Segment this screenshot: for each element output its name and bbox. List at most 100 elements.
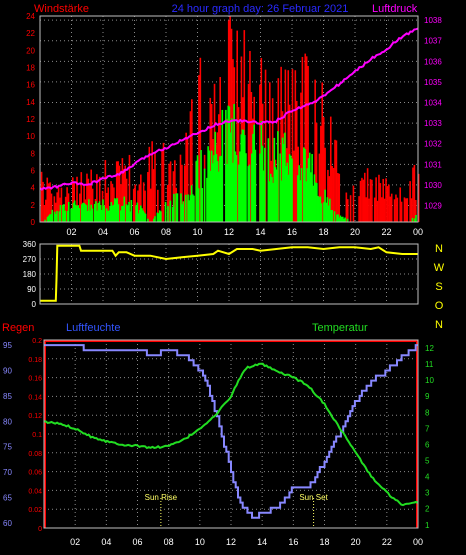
wind-avg-bar — [281, 137, 284, 222]
wind-avg-bar — [337, 214, 339, 222]
wind-avg-bar — [272, 182, 274, 222]
wind-avg-bar — [207, 146, 209, 222]
wind-gust-bar — [315, 122, 318, 222]
wind-gust-bar — [86, 173, 88, 222]
wind-gust-bar — [152, 169, 155, 222]
wind-gust-bar — [417, 173, 420, 222]
wind-gust-bar — [376, 200, 379, 222]
wind-avg-bar — [248, 164, 251, 222]
wind-avg-bar — [214, 131, 217, 222]
wind-avg-bar — [56, 210, 58, 222]
wind-avg-bar — [316, 183, 318, 222]
temperature-line — [43, 362, 419, 507]
wind-avg-bar — [173, 193, 175, 222]
wind-avg-bar — [330, 210, 332, 222]
rain-tick-label: 0.08 — [28, 451, 42, 458]
wind-tick-label: 18 — [26, 64, 35, 73]
wind-avg-bar — [78, 208, 81, 222]
wind-gust-bar — [331, 166, 333, 222]
wind-avg-bar — [117, 204, 120, 222]
temperature-tick-label: 11 — [425, 360, 434, 369]
wind-avg-bar — [203, 168, 206, 222]
pressure-tick-label: 1029 — [424, 202, 442, 211]
wind-gust-bar — [352, 185, 355, 222]
rain-tick-label: 0.2 — [32, 338, 42, 345]
wind-avg-bar — [307, 158, 310, 222]
direction-letter: N — [435, 319, 443, 331]
wind-gust-bar — [80, 172, 83, 222]
wind-gust-bar — [413, 164, 416, 222]
wind-avg-bar — [305, 181, 307, 222]
wind-gust-bar — [168, 163, 170, 222]
wind-gust-bar — [388, 184, 390, 222]
wind-avg-bar — [241, 129, 244, 222]
direction-tick-label: 360 — [23, 240, 37, 249]
wind-gust-bar — [365, 197, 367, 222]
wind-gust-bar — [375, 177, 377, 222]
wind-avg-bar — [188, 200, 191, 222]
x-tick-label: 08 — [164, 537, 174, 547]
wind-avg-bar — [128, 201, 130, 222]
pressure-tick-label: 1038 — [424, 16, 442, 25]
wind-gust-bar — [327, 169, 329, 222]
wind-avg-bar — [193, 195, 195, 222]
wind-gust-bar — [314, 79, 316, 222]
wind-gust-bar — [79, 193, 81, 222]
temperature-tick-label: 8 — [425, 408, 430, 417]
wind-tick-label: 22 — [26, 29, 35, 38]
wind-avg-bar — [343, 218, 345, 222]
wind-avg-bar — [318, 197, 320, 222]
wind-gust-bar — [117, 161, 119, 222]
wind-gust-bar — [219, 77, 221, 222]
wind-avg-bar — [240, 134, 243, 222]
wind-gust-bar — [346, 199, 349, 222]
wind-gust-bar — [332, 168, 335, 222]
wind-avg-bar — [200, 150, 202, 222]
wind-avg-bar — [101, 209, 103, 222]
wind-avg-bar — [233, 103, 235, 222]
wind-avg-bar — [135, 205, 137, 222]
wind-avg-bar — [71, 208, 74, 222]
x-tick-label: 22 — [381, 227, 391, 237]
wind-gust-bar — [56, 192, 58, 222]
wind-gust-bar — [111, 183, 114, 222]
wind-gust-bar — [291, 69, 294, 222]
wind-gust-bar — [134, 184, 136, 222]
wind-avg-bar — [228, 106, 231, 222]
wind-avg-bar — [47, 215, 50, 222]
rain-humidity-temperature-panel: 02 04 06 08 10 12 14 16 18 20 22 0000.020.040.060.0… — [3, 338, 434, 547]
wind-avg-bar — [303, 147, 305, 222]
wind-avg-bar — [103, 205, 105, 222]
wind-gust-bar — [386, 186, 389, 222]
wind-gust-bar — [113, 187, 115, 222]
wind-gust-bar — [371, 179, 373, 222]
wind-gust-bar — [169, 161, 172, 222]
wind-avg-bar — [102, 199, 104, 222]
wind-avg-bar — [232, 162, 234, 222]
wind-avg-bar — [225, 109, 227, 222]
humidity-tick-label: 75 — [3, 443, 12, 452]
wind-gust-bar — [40, 171, 43, 222]
wind-gust-bar — [329, 116, 332, 222]
wind-gust-bar — [345, 192, 348, 222]
wind-avg-bar — [213, 155, 215, 222]
wind-gust-bar — [151, 141, 153, 222]
wind-tick-label: 0 — [31, 218, 36, 227]
wind-avg-bar — [75, 204, 77, 222]
wind-gust-bar — [179, 154, 182, 222]
wind-avg-bar — [164, 201, 167, 222]
wind-avg-bar — [122, 205, 124, 222]
wind-avg-bar — [175, 193, 178, 222]
wind-avg-bar — [338, 217, 341, 222]
wind-avg-bar — [285, 166, 287, 222]
wind-gust-bar — [280, 66, 282, 222]
humidity-tick-label: 80 — [3, 417, 12, 426]
wind-tick-label: 12 — [26, 115, 35, 124]
wind-gust-bar — [49, 182, 51, 222]
wind-avg-bar — [253, 124, 256, 222]
wind-avg-bar — [304, 148, 306, 222]
wind-avg-bar — [291, 158, 293, 222]
wind-avg-bar — [195, 160, 198, 222]
wind-avg-bar — [137, 213, 140, 222]
